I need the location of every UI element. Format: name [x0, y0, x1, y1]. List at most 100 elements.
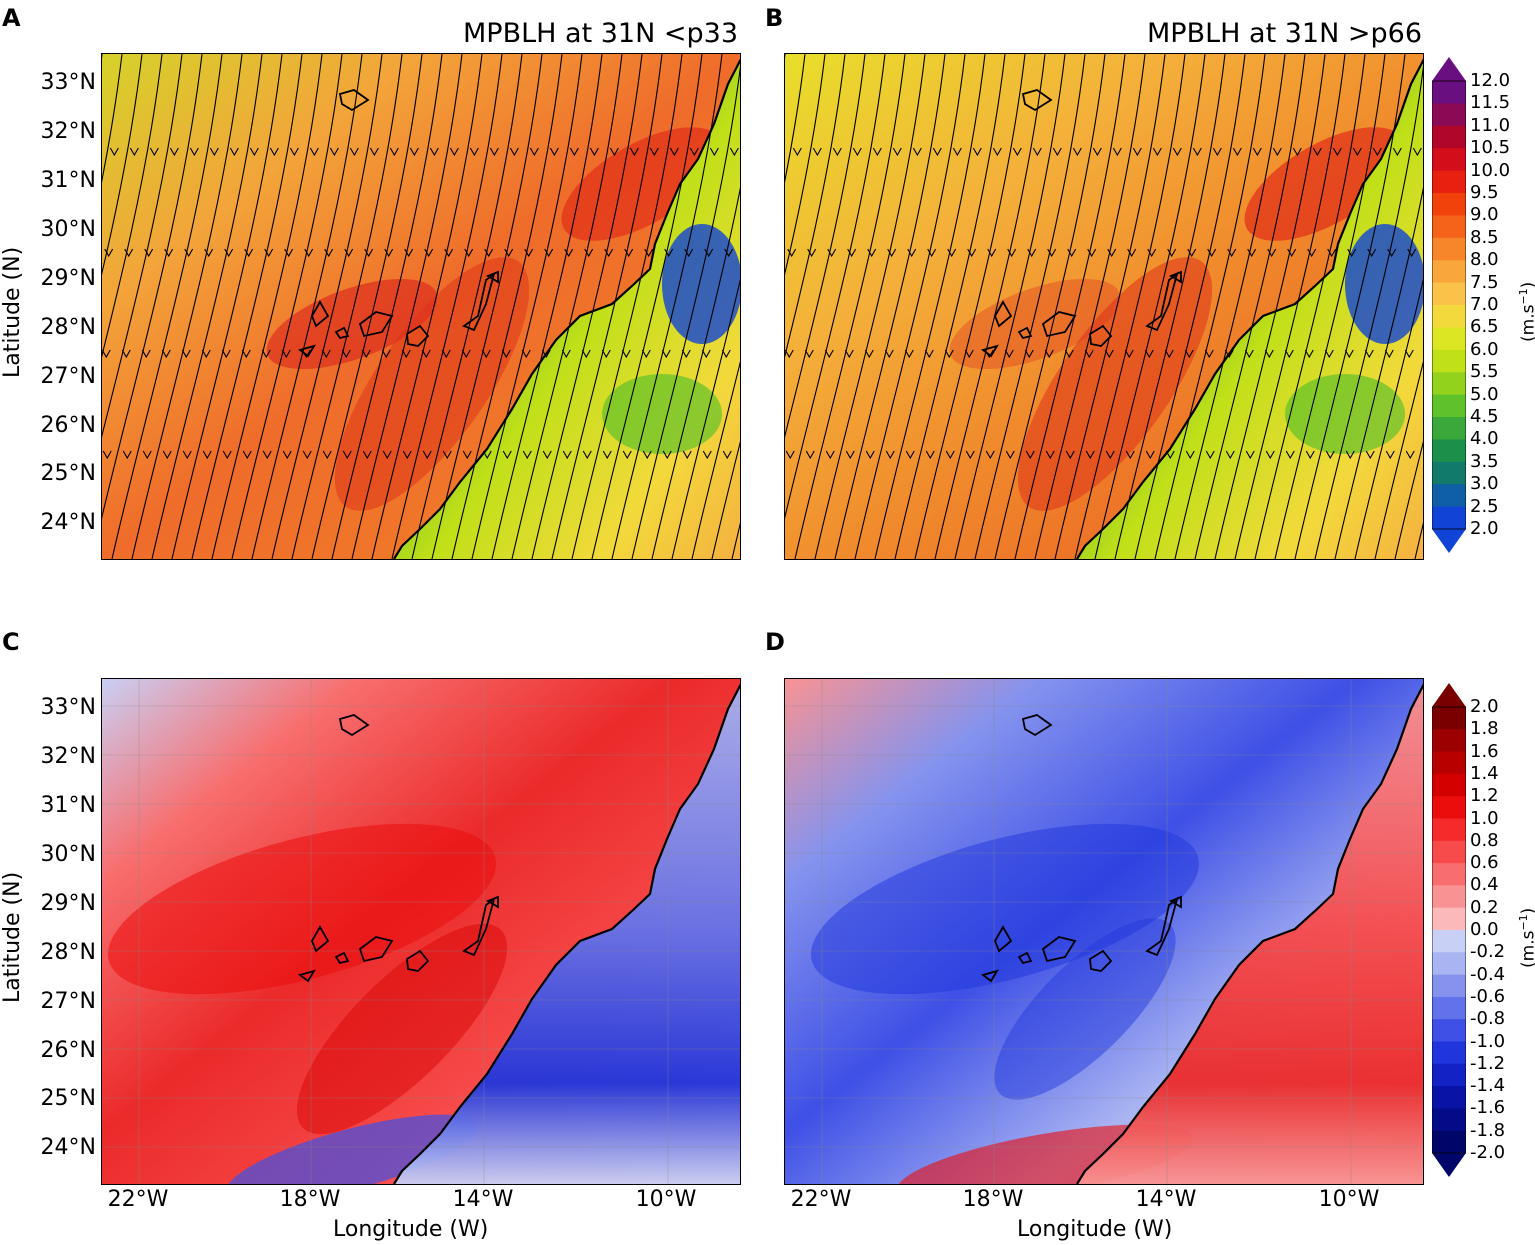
- map-panel-c: [101, 678, 741, 1185]
- colorbar-wind-anomaly-unit: (m.s−1): [1517, 908, 1535, 968]
- lat-tick: 26°N: [40, 413, 96, 438]
- colorbar-tick-label: 5.0: [1470, 383, 1499, 405]
- lon-tick: 10°W: [1318, 1187, 1380, 1212]
- colorbar-tick-label: 1.8: [1470, 718, 1499, 740]
- colorbar-tick-label: 8.5: [1470, 226, 1499, 248]
- colorbar-tick-label: 9.0: [1470, 204, 1499, 226]
- lon-tick: 14°W: [452, 1187, 514, 1212]
- colorbar-tick-label: 1.0: [1470, 807, 1499, 829]
- colorbar-bin: [1432, 952, 1466, 976]
- colorbar-tick-label: -2.0: [1470, 1142, 1506, 1163]
- colorbar-bin: [1432, 327, 1466, 351]
- panel-letter-c: C: [2, 628, 20, 656]
- map-panel-a: [101, 53, 741, 560]
- colorbar-tick-label: -1.4: [1470, 1075, 1506, 1097]
- panel-b-title: MPBLH at 31N >p66: [1147, 18, 1422, 49]
- colorbar-bin: [1432, 439, 1466, 463]
- lat-tick: 27°N: [40, 989, 96, 1014]
- colorbar-bin: [1432, 996, 1466, 1020]
- colorbar-tick-label: 0.6: [1470, 852, 1499, 874]
- colorbar-tick-label: 10.0: [1470, 159, 1511, 181]
- colorbar-tick-label: 0.4: [1470, 874, 1499, 896]
- colorbar-tick-label: 6.0: [1470, 338, 1499, 360]
- colorbar-tick-label: 4.0: [1470, 428, 1499, 450]
- lat-tick: 24°N: [40, 510, 96, 535]
- colorbar-bin: [1432, 170, 1466, 194]
- colorbar-tick-label: 7.0: [1470, 294, 1499, 315]
- y-axis-label-top: Latitude (N): [0, 246, 25, 378]
- colorbar-tick-label: -1.6: [1470, 1097, 1506, 1119]
- colorbar-bin: [1432, 260, 1466, 284]
- colorbar-bin: [1432, 974, 1466, 998]
- colorbar-tick-label: 6.5: [1470, 316, 1499, 338]
- colorbar-bin: [1432, 863, 1466, 886]
- x-axis-label-c: Longitude (W): [333, 1217, 489, 1242]
- colorbar-tick-label: 9.5: [1470, 182, 1499, 203]
- lat-tick: 32°N: [40, 744, 96, 769]
- colorbar-bin: [1432, 1108, 1466, 1132]
- map-panel-b: [784, 53, 1424, 560]
- lat-tick: 27°N: [40, 364, 96, 389]
- lat-tick: 31°N: [40, 793, 96, 818]
- colorbar-tick-label: 0.0: [1470, 919, 1499, 940]
- colorbar-bin: [1432, 193, 1466, 216]
- panel-a-title: MPBLH at 31N <p33: [463, 18, 738, 49]
- colorbar-bin: [1432, 215, 1466, 239]
- colorbar-tick-label: 10.5: [1470, 137, 1511, 159]
- colorbar-bin: [1432, 125, 1466, 149]
- lat-tick: 33°N: [40, 695, 96, 720]
- colorbar-tick-label: -0.4: [1470, 963, 1506, 985]
- colorbar-bin: [1432, 907, 1466, 931]
- lat-tick: 26°N: [40, 1038, 96, 1063]
- colorbar-bin: [1432, 751, 1466, 775]
- colorbar-tick-label: -1.8: [1470, 1119, 1506, 1141]
- colorbar-bin: [1432, 707, 1466, 730]
- colorbar-bin: [1432, 484, 1466, 508]
- colorbar-wind-anomaly: [1432, 683, 1466, 1177]
- colorbar-bin: [1432, 840, 1466, 864]
- map-panel-d: [784, 678, 1424, 1185]
- colorbar-bin: [1432, 1086, 1466, 1109]
- lat-tick: 30°N: [40, 842, 96, 867]
- colorbar-bin: [1432, 461, 1466, 485]
- lon-tick: 18°W: [279, 1187, 341, 1212]
- colorbar-bin: [1432, 1063, 1466, 1087]
- colorbar-bin: [1432, 1041, 1466, 1065]
- colorbar-bin: [1432, 349, 1466, 373]
- colorbar-bin: [1432, 394, 1466, 418]
- colorbar-wind-speed: [1432, 57, 1466, 553]
- lon-tick: 18°W: [962, 1187, 1024, 1212]
- colorbar-extend-max: [1432, 57, 1466, 81]
- y-axis-label-bottom: Latitude (N): [0, 871, 25, 1003]
- lat-tick: 24°N: [40, 1135, 96, 1160]
- lat-tick: 31°N: [40, 168, 96, 193]
- colorbar-tick-label: -0.2: [1470, 941, 1506, 963]
- colorbar-tick-label: 1.4: [1470, 762, 1499, 784]
- panel-letter-a: A: [2, 4, 21, 32]
- colorbar-tick-label: 4.5: [1470, 406, 1499, 427]
- colorbar-bin: [1432, 372, 1466, 396]
- colorbar-tick-label: -0.8: [1470, 1008, 1506, 1030]
- panel-letter-d: D: [765, 628, 785, 656]
- lon-tick: 22°W: [107, 1187, 169, 1212]
- colorbar-tick-label: 11.0: [1470, 114, 1511, 136]
- colorbar-tick-label: -1.0: [1470, 1030, 1506, 1052]
- colorbar-bin: [1432, 305, 1466, 328]
- colorbar-bin: [1432, 282, 1466, 306]
- colorbar-tick-label: -1.2: [1470, 1052, 1506, 1074]
- lat-tick: 33°N: [40, 70, 96, 95]
- lat-tick: 32°N: [40, 119, 96, 144]
- colorbar-bin: [1432, 773, 1466, 797]
- lon-tick: 14°W: [1135, 1187, 1197, 1212]
- x-axis-label-d: Longitude (W): [1017, 1217, 1173, 1242]
- colorbar-extend-min: [1432, 1153, 1466, 1177]
- lat-tick: 29°N: [40, 266, 96, 291]
- colorbar-tick-label: 2.0: [1470, 518, 1499, 539]
- lat-tick: 29°N: [40, 891, 96, 916]
- lat-tick: 28°N: [40, 315, 96, 340]
- lat-tick: 28°N: [40, 940, 96, 965]
- lon-tick: 22°W: [790, 1187, 852, 1212]
- lon-tick: 10°W: [635, 1187, 697, 1212]
- colorbar-bin: [1432, 885, 1466, 909]
- panel-letter-b: B: [765, 4, 784, 32]
